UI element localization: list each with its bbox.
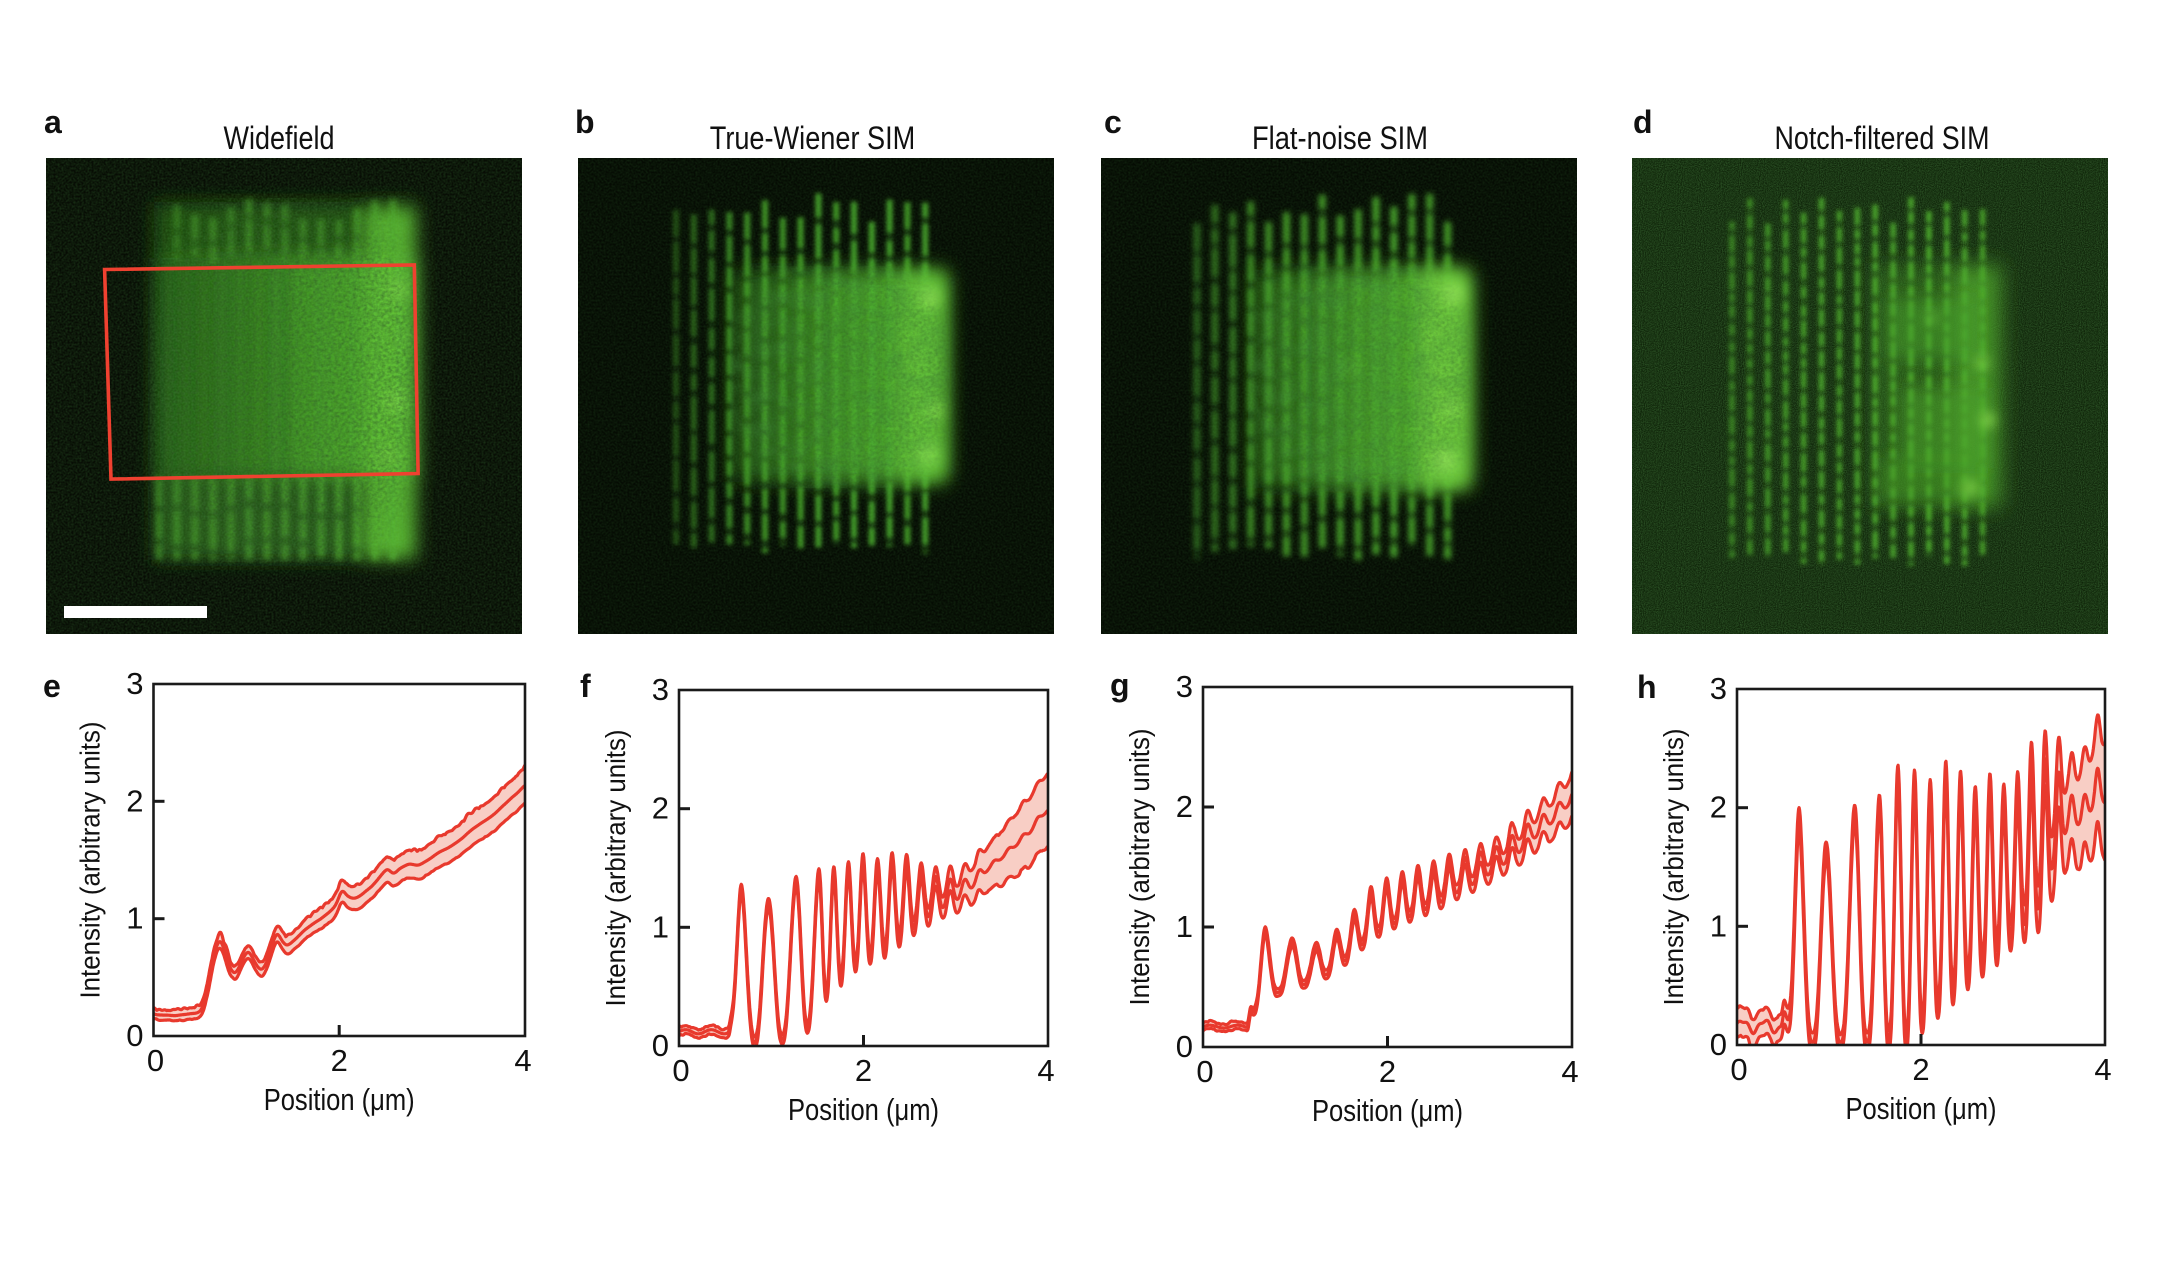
svg-text:2: 2 — [652, 791, 669, 826]
svg-text:1: 1 — [1176, 909, 1193, 944]
svg-text:Intensity (arbitrary units): Intensity (arbitrary units) — [1124, 729, 1155, 1006]
svg-text:4: 4 — [2094, 1052, 2111, 1087]
svg-text:2: 2 — [1912, 1052, 1929, 1087]
svg-text:Flat-noise SIM: Flat-noise SIM — [1252, 120, 1428, 156]
svg-text:Position (μm): Position (μm) — [264, 1082, 415, 1117]
svg-text:0: 0 — [126, 1018, 143, 1053]
svg-text:Position (μm): Position (μm) — [1312, 1093, 1463, 1128]
svg-text:0: 0 — [672, 1053, 689, 1088]
svg-text:h: h — [1637, 669, 1657, 705]
svg-text:2: 2 — [331, 1043, 348, 1078]
svg-text:a: a — [44, 104, 62, 140]
svg-text:2: 2 — [855, 1053, 872, 1088]
svg-text:4: 4 — [514, 1043, 531, 1078]
svg-text:b: b — [575, 104, 595, 140]
svg-text:2: 2 — [1379, 1054, 1396, 1089]
svg-text:g: g — [1110, 667, 1130, 703]
svg-text:1: 1 — [1710, 908, 1727, 943]
svg-text:Intensity (arbitrary units): Intensity (arbitrary units) — [75, 722, 106, 999]
svg-text:Notch-filtered SIM: Notch-filtered SIM — [1775, 120, 1990, 156]
svg-text:1: 1 — [652, 909, 669, 944]
svg-text:0: 0 — [1730, 1052, 1747, 1087]
svg-text:1: 1 — [126, 901, 143, 936]
svg-text:0: 0 — [1176, 1029, 1193, 1064]
svg-text:f: f — [580, 668, 591, 704]
svg-text:2: 2 — [1710, 790, 1727, 825]
svg-text:True-Wiener SIM: True-Wiener SIM — [710, 120, 916, 156]
svg-text:3: 3 — [126, 666, 143, 701]
svg-text:0: 0 — [1710, 1027, 1727, 1062]
svg-text:0: 0 — [147, 1043, 164, 1078]
svg-text:4: 4 — [1037, 1053, 1054, 1088]
svg-text:3: 3 — [652, 672, 669, 707]
svg-text:Position (μm): Position (μm) — [1846, 1091, 1997, 1126]
svg-text:0: 0 — [652, 1028, 669, 1063]
svg-text:0: 0 — [1196, 1054, 1213, 1089]
svg-text:2: 2 — [1176, 789, 1193, 824]
svg-text:Position (μm): Position (μm) — [788, 1092, 939, 1127]
svg-text:4: 4 — [1561, 1054, 1578, 1089]
svg-text:c: c — [1104, 104, 1122, 140]
svg-text:e: e — [43, 668, 61, 704]
svg-text:2: 2 — [126, 783, 143, 818]
svg-text:Intensity (arbitrary units): Intensity (arbitrary units) — [1658, 729, 1689, 1006]
svg-text:Widefield: Widefield — [224, 120, 335, 156]
svg-text:Intensity (arbitrary units): Intensity (arbitrary units) — [600, 730, 631, 1007]
svg-text:3: 3 — [1710, 671, 1727, 706]
svg-text:d: d — [1633, 104, 1653, 140]
svg-text:3: 3 — [1176, 669, 1193, 704]
